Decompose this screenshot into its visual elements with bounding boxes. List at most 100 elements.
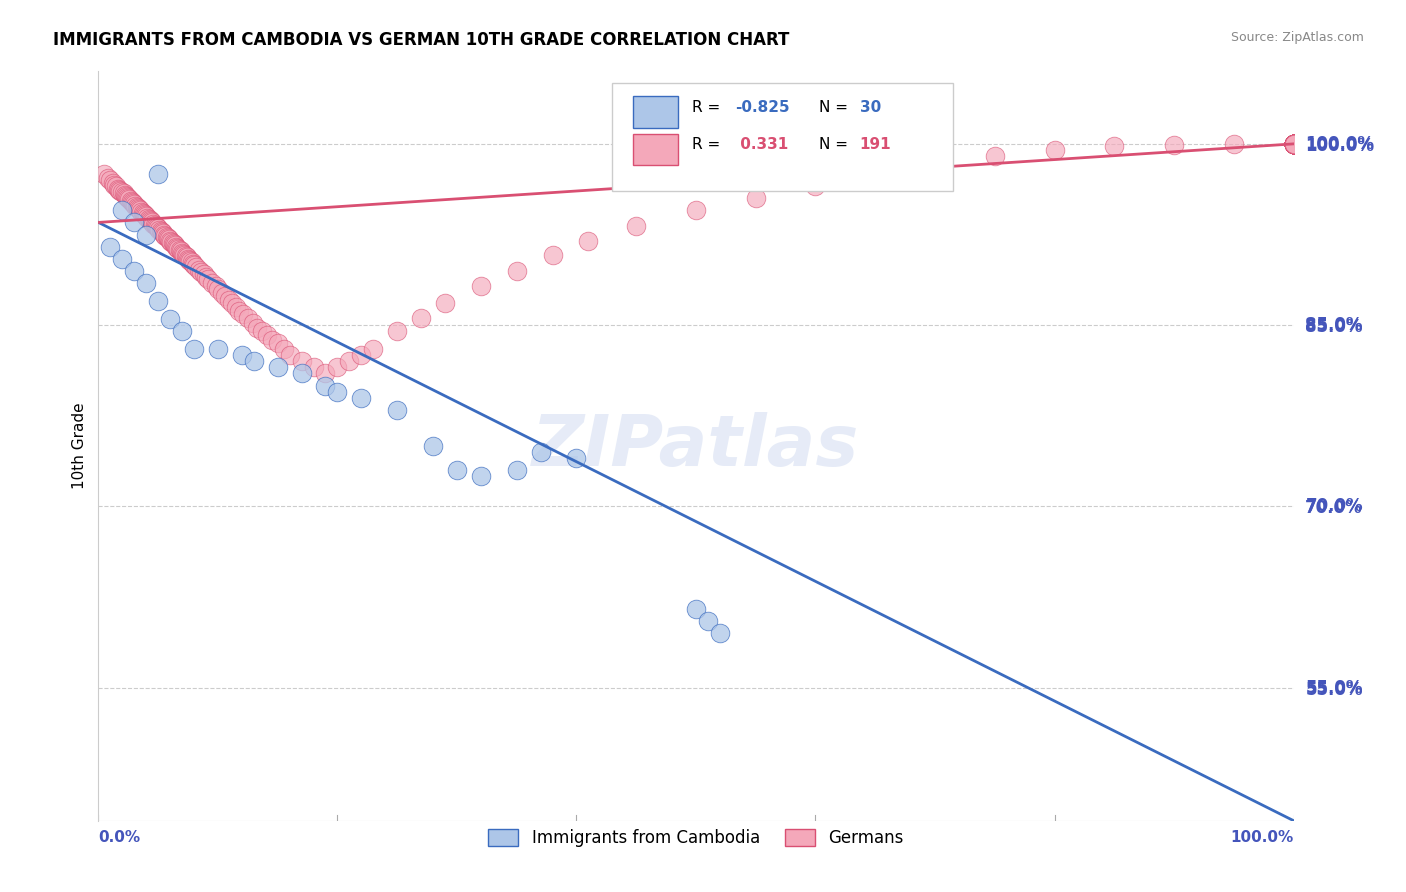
Point (865, 167, 887, 181)
Point (97, 170, 120, 185)
Text: ZIPatlas: ZIPatlas (533, 411, 859, 481)
Point (446, 463, 468, 477)
Text: 100.0%: 100.0% (1230, 830, 1294, 846)
Point (145, 219, 167, 233)
Point (745, 191, 768, 205)
Point (153, 227, 176, 242)
Point (135, 210, 157, 224)
Point (103, 178, 125, 192)
Point (127, 201, 149, 215)
Point (1282, 136, 1305, 151)
Point (1282, 136, 1305, 151)
Point (1282, 136, 1305, 151)
Point (124, 264, 146, 278)
Point (984, 149, 1007, 163)
Point (146, 220, 169, 235)
Text: IMMIGRANTS FROM CAMBODIA VS GERMAN 10TH GRADE CORRELATION CHART: IMMIGRANTS FROM CAMBODIA VS GERMAN 10TH … (53, 31, 790, 49)
Point (124, 215, 146, 229)
Point (148, 167, 170, 181)
Point (101, 176, 124, 190)
Point (183, 343, 205, 357)
Point (1282, 136, 1305, 151)
Point (1282, 136, 1305, 151)
Point (207, 343, 229, 357)
Point (1282, 136, 1305, 151)
Point (1282, 136, 1305, 151)
Point (193, 268, 215, 282)
Point (1282, 136, 1305, 151)
Point (111, 203, 134, 218)
Point (1282, 136, 1305, 151)
Point (218, 293, 240, 307)
Point (186, 260, 208, 274)
Point (1282, 136, 1305, 151)
Point (1282, 136, 1305, 151)
Point (1282, 136, 1305, 151)
Point (98, 239, 122, 253)
Point (1282, 136, 1305, 151)
Point (1282, 136, 1305, 151)
Point (163, 237, 186, 252)
Point (172, 245, 194, 260)
Point (1282, 136, 1305, 151)
Point (1282, 136, 1305, 151)
Point (350, 391, 373, 405)
Point (506, 264, 529, 278)
Point (204, 279, 226, 293)
Point (278, 348, 301, 362)
Point (709, 626, 731, 640)
Point (136, 211, 159, 225)
Point (1282, 136, 1305, 151)
Point (157, 232, 180, 246)
Point (156, 231, 179, 245)
Point (174, 249, 197, 263)
Point (1282, 136, 1305, 151)
Point (291, 367, 314, 381)
Point (1282, 136, 1305, 151)
Point (180, 255, 202, 269)
Point (115, 190, 138, 204)
Point (291, 354, 314, 368)
Point (1282, 136, 1305, 151)
Point (187, 262, 209, 277)
Point (1282, 136, 1305, 151)
Point (1282, 136, 1305, 151)
Point (242, 316, 264, 330)
Point (243, 354, 266, 368)
Point (1282, 136, 1305, 151)
Point (1282, 136, 1305, 151)
Point (1282, 136, 1305, 151)
Text: N =: N = (820, 137, 848, 153)
Point (1282, 136, 1305, 151)
Point (506, 463, 529, 477)
Point (273, 343, 295, 357)
Point (1223, 136, 1246, 151)
Point (1282, 136, 1305, 151)
Point (1282, 136, 1305, 151)
Point (804, 179, 827, 194)
Point (1282, 136, 1305, 151)
Point (1104, 139, 1126, 153)
Point (225, 300, 247, 314)
Point (232, 307, 254, 321)
Point (131, 206, 153, 220)
Point (138, 211, 160, 226)
Point (1163, 138, 1185, 153)
Point (260, 333, 283, 347)
Point (122, 196, 145, 211)
Point (1282, 136, 1305, 151)
Point (129, 203, 152, 218)
Point (115, 189, 138, 203)
Point (1282, 136, 1305, 151)
Point (135, 227, 157, 242)
Point (1282, 136, 1305, 151)
Point (211, 285, 233, 300)
Point (1282, 136, 1305, 151)
Point (1282, 136, 1305, 151)
Point (1282, 136, 1305, 151)
Point (166, 241, 188, 255)
Point (173, 248, 195, 262)
Point (1282, 136, 1305, 151)
Point (1282, 136, 1305, 151)
Point (1282, 136, 1305, 151)
